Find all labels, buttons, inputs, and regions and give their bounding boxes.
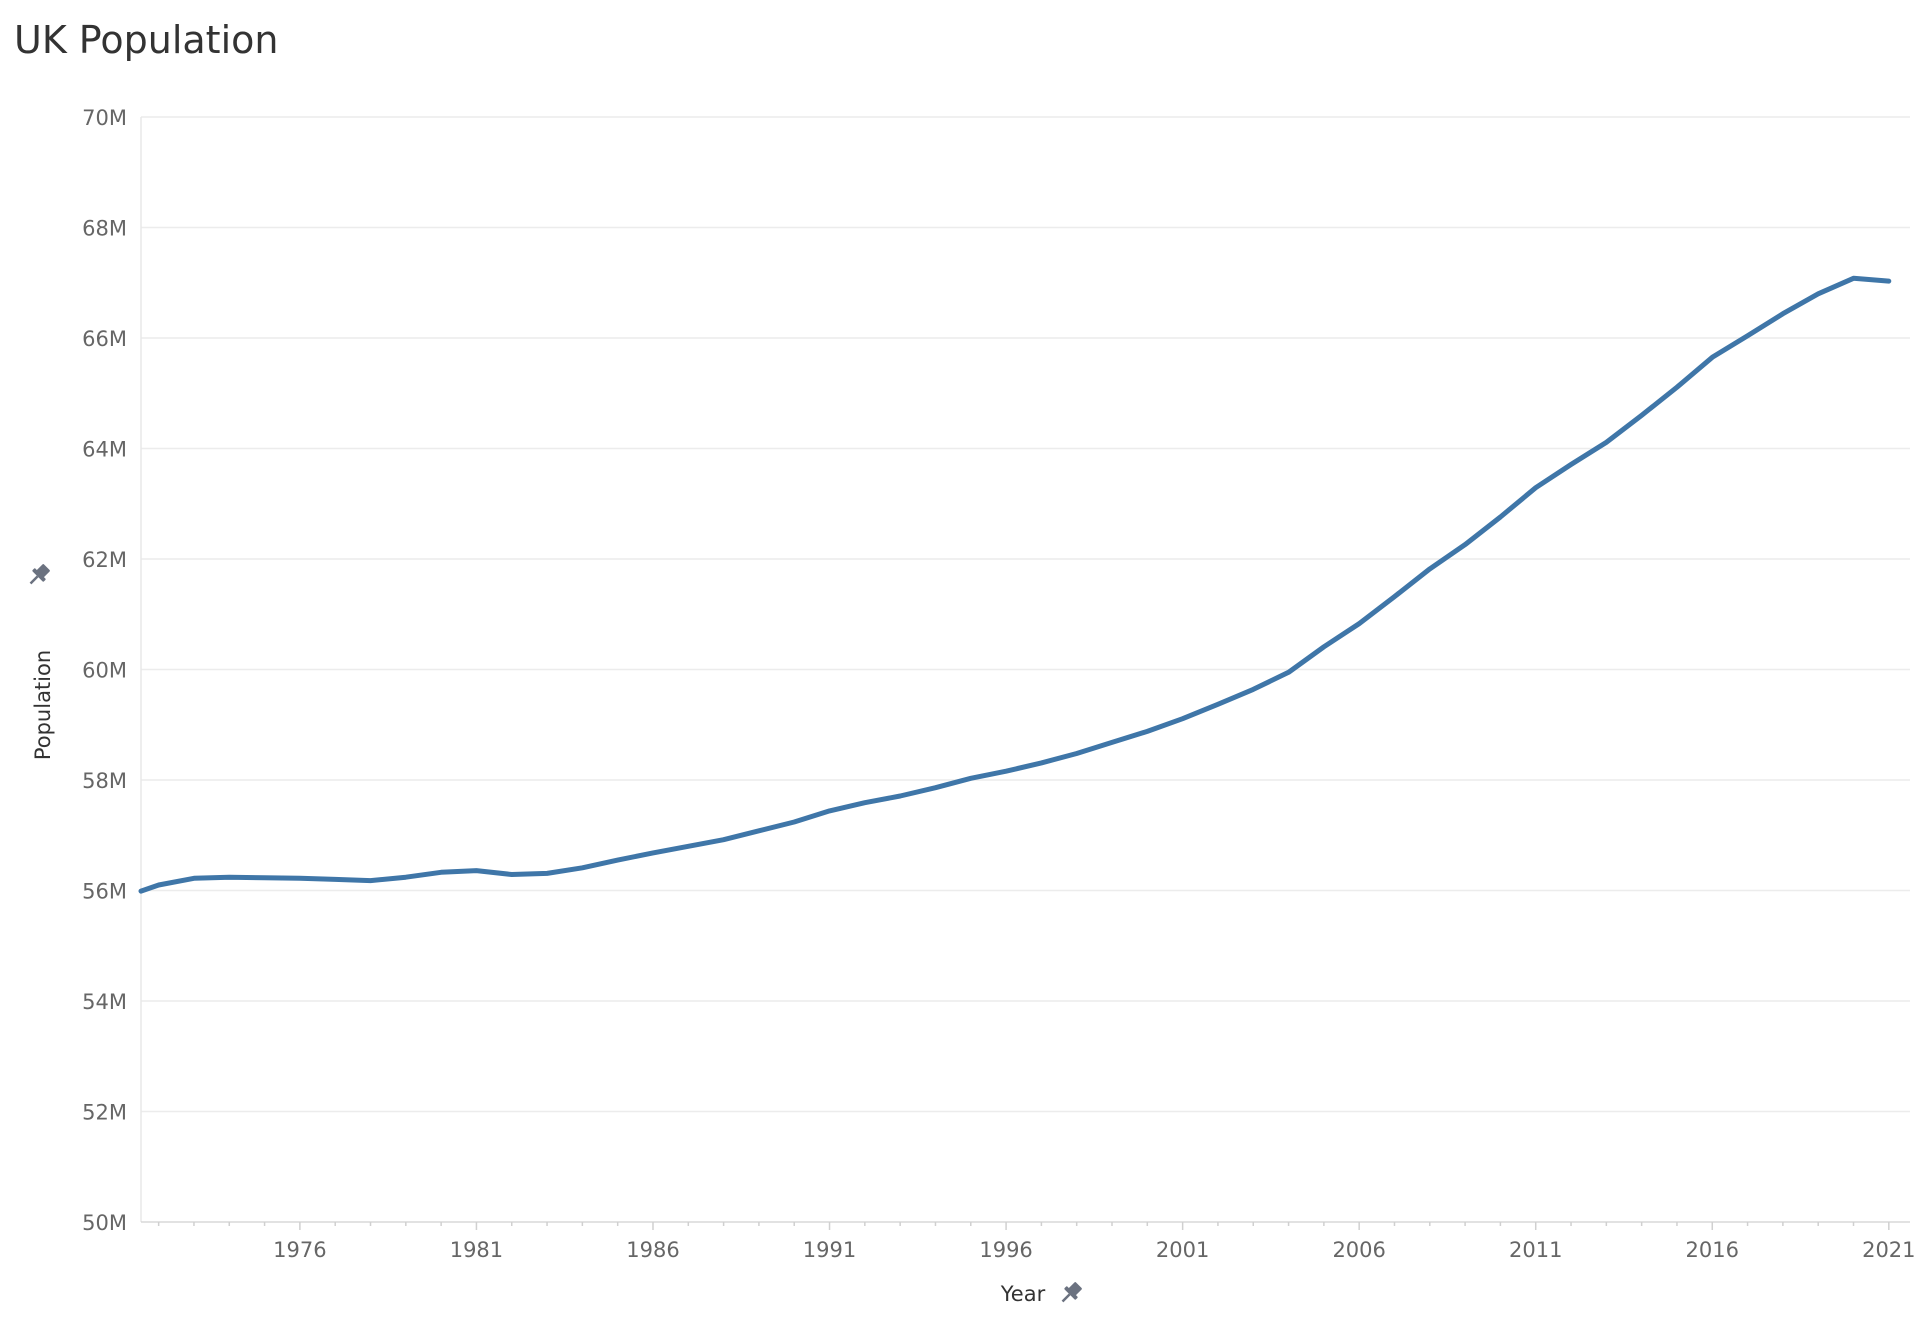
y-axis-pin-icon[interactable] [25,562,53,590]
chart-title: UK Population [14,18,279,62]
y-tick-label: 62M [82,548,127,572]
x-axis-title: Year [1000,1282,1046,1306]
y-tick-label: 58M [82,769,127,793]
y-tick-label: 68M [82,217,127,241]
x-tick-label: 2001 [1156,1238,1209,1262]
y-tick-label: 50M [82,1211,127,1235]
y-tick-label: 54M [82,990,127,1014]
x-tick-label: 1981 [450,1238,503,1262]
x-tick-label: 1986 [626,1238,679,1262]
y-tick-label: 70M [82,106,127,130]
population-series-line[interactable] [138,275,1892,894]
y-axis-title: Population [31,650,55,760]
x-tick-label: 1991 [803,1238,856,1262]
y-tick-label: 64M [82,438,127,462]
x-tick-labels: 1976 1981 1986 1991 1996 2001 2006 2011 2016 2021 [273,1238,1915,1262]
y-tick-label: 60M [82,659,127,683]
x-tick-label: 1976 [273,1238,326,1262]
x-tick-label: 2016 [1686,1238,1739,1262]
y-tick-label: 52M [82,1101,127,1125]
y-tick-labels: 50M 52M 54M 56M 58M 60M 62M 64M 66M 68M 70M [82,106,127,1235]
y-tick-label: 56M [82,880,127,904]
x-axis-pin-icon[interactable] [1057,1280,1085,1308]
x-minor-ticks [157,1222,1890,1230]
x-tick-label: 2021 [1862,1238,1915,1262]
x-tick-label: 1996 [979,1238,1032,1262]
gridlines [141,116,1910,1113]
x-tick-label: 2011 [1509,1238,1562,1262]
x-tick-label: 2006 [1332,1238,1385,1262]
y-tick-label: 66M [82,327,127,351]
